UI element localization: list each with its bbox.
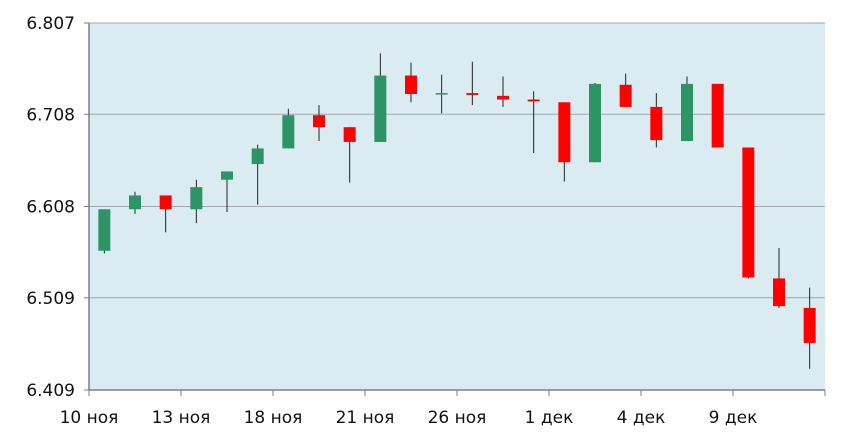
candle-body bbox=[589, 83, 601, 163]
candle bbox=[98, 209, 111, 254]
candle-body bbox=[221, 171, 233, 180]
candles bbox=[98, 53, 816, 369]
candle-body bbox=[558, 102, 571, 163]
x-tick-label: 9 дек bbox=[709, 408, 758, 428]
candle bbox=[681, 76, 693, 142]
candle-body bbox=[374, 75, 387, 142]
candle bbox=[711, 83, 724, 148]
x-tick-label: 10 ноя bbox=[60, 408, 119, 428]
candle bbox=[221, 171, 233, 213]
candle-body bbox=[681, 83, 693, 142]
candle bbox=[589, 82, 601, 163]
axes bbox=[84, 22, 826, 396]
candle-body bbox=[251, 148, 264, 165]
candle bbox=[405, 62, 417, 103]
candle-body bbox=[159, 195, 172, 210]
candle-body bbox=[527, 99, 540, 102]
candle-body bbox=[282, 115, 295, 149]
candle-body bbox=[343, 127, 356, 142]
gridlines bbox=[89, 22, 825, 299]
candle-body bbox=[405, 75, 417, 95]
candle-body bbox=[313, 115, 325, 128]
candle bbox=[159, 195, 172, 233]
candle bbox=[374, 53, 387, 142]
candle bbox=[129, 191, 141, 214]
candle-body bbox=[190, 187, 203, 210]
candle bbox=[282, 108, 295, 149]
candle-body bbox=[773, 278, 785, 307]
candle bbox=[558, 102, 571, 182]
candle-body bbox=[742, 147, 755, 278]
x-tick-labels: 10 ноя 13 ноя 18 ноя 21 ноя 26 ноя 1 дек 4 дек… bbox=[60, 408, 758, 428]
candle-body bbox=[129, 195, 141, 210]
candle bbox=[742, 147, 755, 279]
candle-body bbox=[466, 93, 479, 95]
candle bbox=[343, 127, 356, 183]
candle bbox=[251, 144, 264, 205]
y-tick-label: 6.409 bbox=[26, 381, 75, 401]
candle-body bbox=[711, 83, 724, 148]
y-tick-label: 6.708 bbox=[26, 105, 75, 125]
x-tick-label: 13 ноя bbox=[152, 408, 211, 428]
candle bbox=[466, 61, 479, 106]
candle bbox=[435, 74, 448, 114]
candle bbox=[313, 105, 325, 142]
candle bbox=[773, 247, 785, 308]
x-tick-label: 1 дек bbox=[525, 408, 574, 428]
y-tick-labels: 6.807 6.708 6.608 6.509 6.409 bbox=[26, 14, 75, 401]
candle-body bbox=[497, 95, 509, 100]
candle bbox=[619, 73, 632, 107]
x-tick-label: 4 дек bbox=[617, 408, 666, 428]
y-tick-label: 6.807 bbox=[26, 14, 75, 34]
candle bbox=[497, 76, 509, 107]
candle-body bbox=[98, 209, 111, 251]
candle bbox=[803, 287, 816, 369]
y-tick-label: 6.608 bbox=[26, 198, 75, 218]
candle-body bbox=[803, 307, 816, 343]
candle-body bbox=[619, 84, 632, 107]
candle-body bbox=[435, 93, 448, 95]
x-tick-label: 26 ноя bbox=[428, 408, 487, 428]
candle-body bbox=[650, 106, 663, 141]
y-tick-label: 6.509 bbox=[26, 289, 75, 309]
x-tick-label: 18 ноя bbox=[244, 408, 303, 428]
candle bbox=[190, 179, 203, 224]
x-tick-label: 21 ноя bbox=[336, 408, 395, 428]
candle bbox=[527, 91, 540, 154]
candle bbox=[650, 93, 663, 148]
